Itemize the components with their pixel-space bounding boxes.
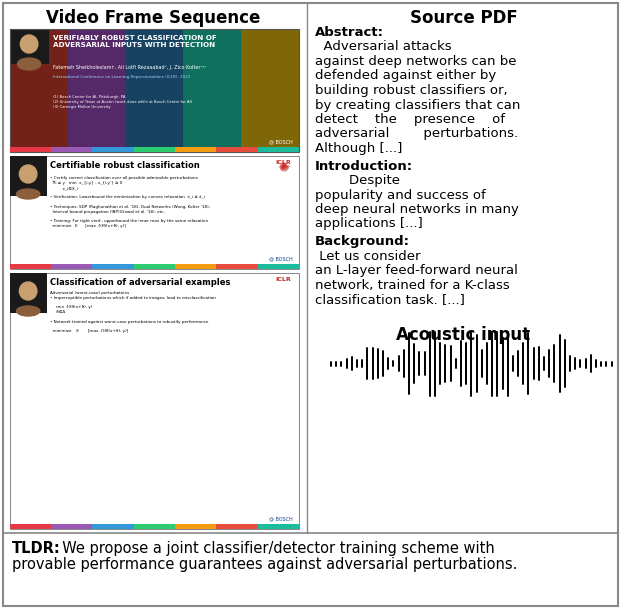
- Text: Source PDF: Source PDF: [410, 9, 518, 27]
- Bar: [258, 147, 299, 152]
- FancyBboxPatch shape: [10, 156, 47, 196]
- Text: applications [...]: applications [...]: [314, 217, 422, 230]
- FancyBboxPatch shape: [10, 29, 299, 152]
- Bar: [125, 29, 183, 152]
- Text: @ BOSCH: @ BOSCH: [269, 516, 293, 521]
- Text: defended against either by: defended against either by: [314, 69, 496, 82]
- Bar: [10, 147, 51, 152]
- Bar: [258, 524, 299, 529]
- Text: Introduction:: Introduction:: [314, 160, 413, 172]
- Text: International Conference on Learning Representations (ICLR), 2021: International Conference on Learning Rep…: [53, 75, 191, 79]
- Text: by creating classifiers that can: by creating classifiers that can: [314, 99, 520, 111]
- Bar: [68, 29, 125, 152]
- Bar: [10, 524, 51, 529]
- Bar: [175, 524, 216, 529]
- Text: Classification of adversarial examples: Classification of adversarial examples: [51, 278, 231, 287]
- Bar: [51, 524, 92, 529]
- Text: Although [...]: Although [...]: [314, 142, 402, 155]
- FancyBboxPatch shape: [3, 3, 618, 606]
- Text: Fatemeh Sheikholeslami¹, Ali Lotfi Rezaaabad², J. Zico Kolter¹ʸ²: Fatemeh Sheikholeslami¹, Ali Lotfi Rezaa…: [53, 65, 207, 70]
- Text: Adversarial (worst-case) perturbations
• Imperceptible perturbations which if ad: Adversarial (worst-case) perturbations •…: [51, 291, 216, 333]
- Text: an L-layer feed-forward neural: an L-layer feed-forward neural: [314, 264, 517, 277]
- Ellipse shape: [17, 58, 41, 70]
- FancyBboxPatch shape: [10, 29, 49, 64]
- Text: TLDR:: TLDR:: [12, 541, 60, 556]
- Bar: [134, 264, 175, 269]
- Text: network, trained for a K-class: network, trained for a K-class: [314, 278, 509, 292]
- Bar: [216, 524, 258, 529]
- Text: against deep networks can be: against deep networks can be: [314, 55, 516, 68]
- Text: classification task. [...]: classification task. [...]: [314, 293, 465, 306]
- Text: popularity and success of: popularity and success of: [314, 189, 485, 202]
- Circle shape: [19, 165, 37, 183]
- Bar: [134, 147, 175, 152]
- Bar: [10, 29, 68, 152]
- Bar: [92, 147, 134, 152]
- Text: VERIFIABLY ROBUST CLASSIFICATION OF
ADVERSARIAL INPUTS WITH DETECTION: VERIFIABLY ROBUST CLASSIFICATION OF ADVE…: [53, 35, 217, 48]
- Text: Acoustic input: Acoustic input: [396, 325, 530, 343]
- Bar: [51, 264, 92, 269]
- Ellipse shape: [17, 306, 40, 316]
- Text: adversarial        perturbations.: adversarial perturbations.: [314, 127, 518, 141]
- FancyBboxPatch shape: [10, 273, 47, 313]
- Text: • Certify correct classification over all possible admissible perturbations
  ∀i: • Certify correct classification over al…: [51, 176, 211, 228]
- Bar: [216, 147, 258, 152]
- Bar: [216, 264, 258, 269]
- Bar: [183, 29, 241, 152]
- Text: Adversarial attacks: Adversarial attacks: [314, 41, 451, 54]
- Text: @ BOSCH: @ BOSCH: [269, 256, 293, 261]
- Text: provable performance guarantees against adversarial perturbations.: provable performance guarantees against …: [12, 557, 517, 572]
- Text: (1) Bosch Center for AI, Pittsburgh, PA
(2) University of Texas at Austin (work : (1) Bosch Center for AI, Pittsburgh, PA …: [53, 95, 193, 109]
- Text: @ BOSCH: @ BOSCH: [269, 139, 293, 144]
- Text: ICLR: ICLR: [275, 277, 291, 282]
- Text: We propose a joint classifier/detector training scheme with: We propose a joint classifier/detector t…: [53, 541, 495, 556]
- Bar: [241, 29, 299, 152]
- Text: Despite: Despite: [314, 174, 399, 187]
- FancyBboxPatch shape: [10, 156, 299, 269]
- Bar: [92, 264, 134, 269]
- Bar: [92, 524, 134, 529]
- Text: Let us consider: Let us consider: [314, 250, 420, 262]
- Text: Abstract:: Abstract:: [314, 26, 383, 39]
- Text: Video Frame Sequence: Video Frame Sequence: [46, 9, 260, 27]
- Text: Background:: Background:: [314, 235, 410, 248]
- Text: building robust classifiers or,: building robust classifiers or,: [314, 84, 507, 97]
- Bar: [175, 147, 216, 152]
- Bar: [10, 264, 51, 269]
- Text: Certifiable robust classification: Certifiable robust classification: [51, 161, 200, 170]
- Ellipse shape: [17, 189, 40, 199]
- Bar: [134, 524, 175, 529]
- Text: detect    the    presence    of: detect the presence of: [314, 113, 504, 126]
- Bar: [175, 264, 216, 269]
- Circle shape: [20, 35, 38, 53]
- Circle shape: [19, 282, 37, 300]
- Text: ICLR: ICLR: [275, 160, 291, 165]
- Text: deep neural networks in many: deep neural networks in many: [314, 203, 518, 216]
- FancyBboxPatch shape: [10, 273, 299, 529]
- Bar: [51, 147, 92, 152]
- Bar: [258, 264, 299, 269]
